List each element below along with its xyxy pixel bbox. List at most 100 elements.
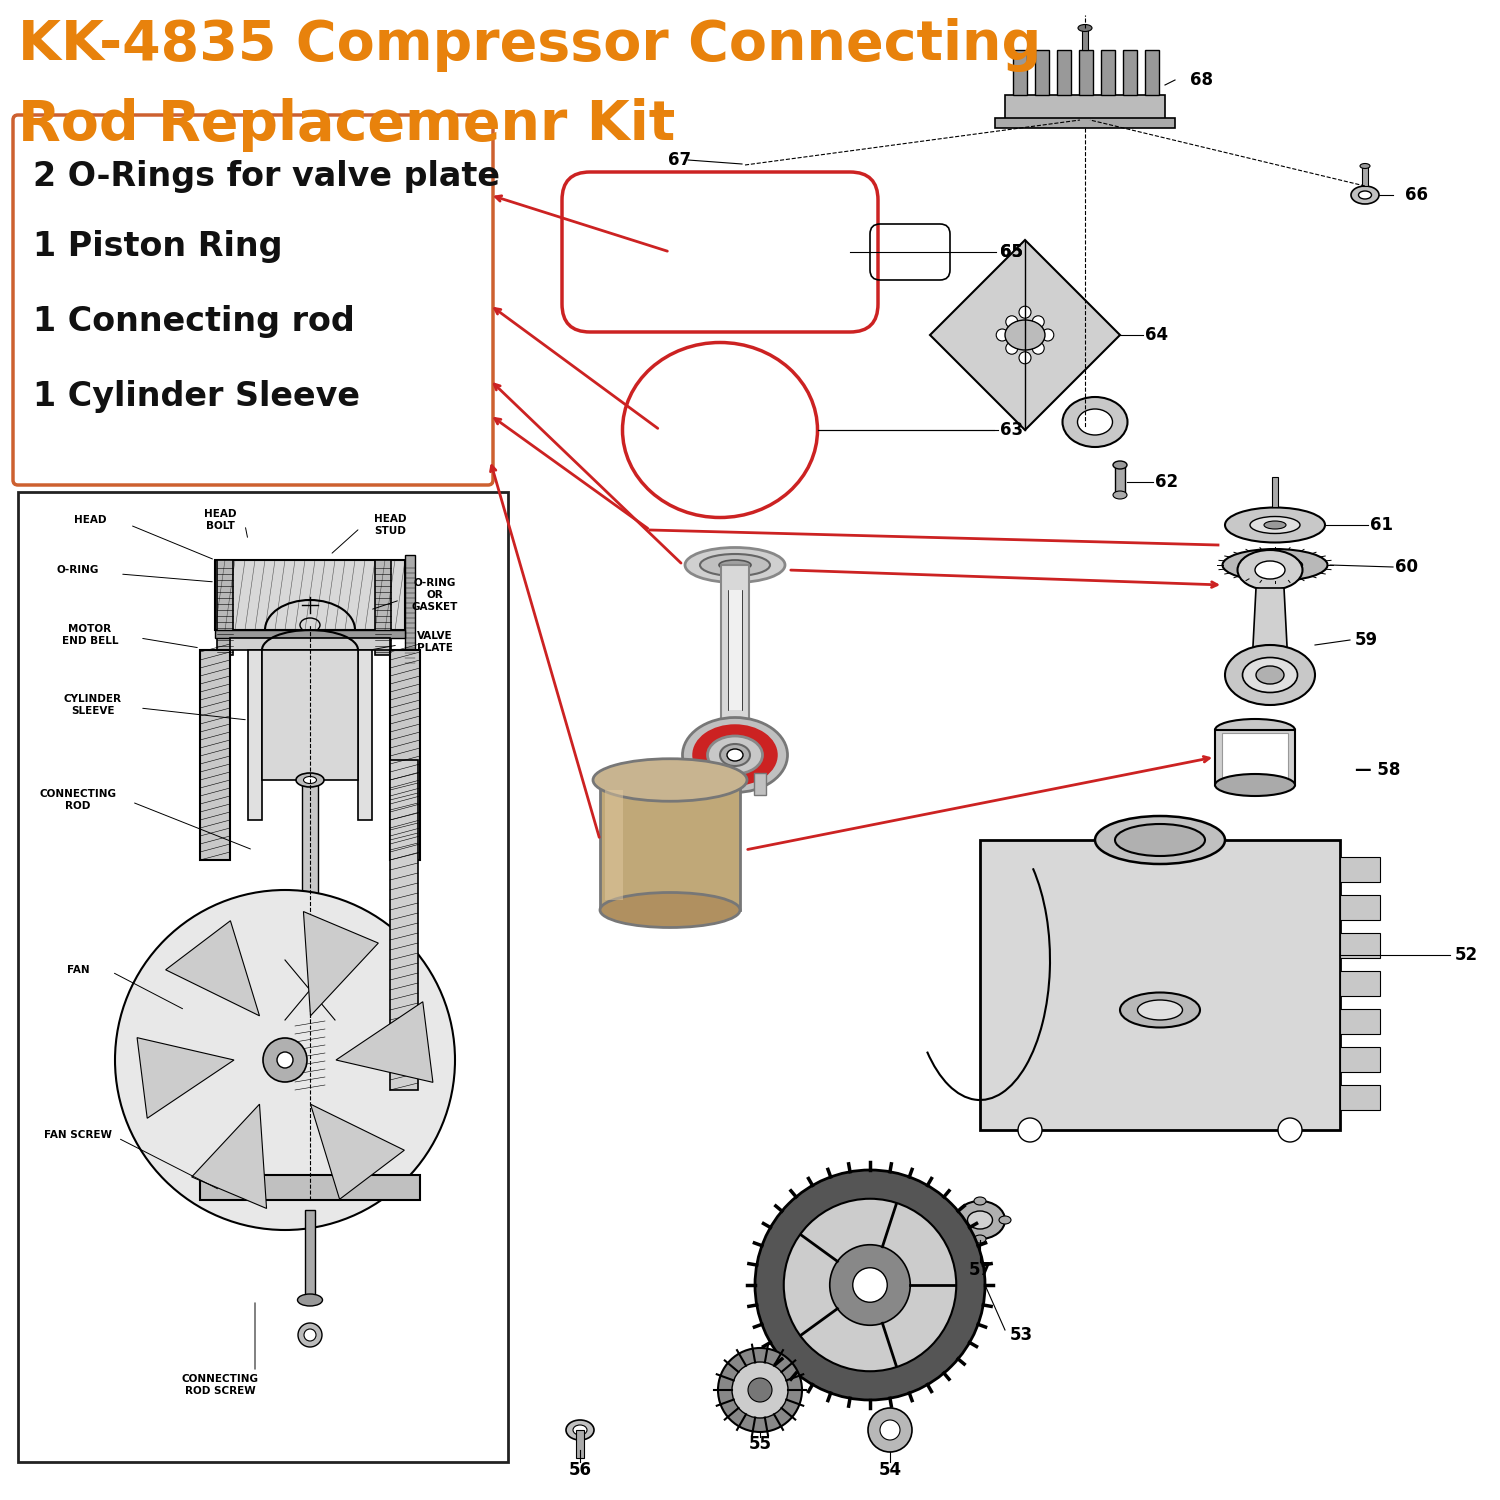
Text: MOTOR
END BELL: MOTOR END BELL	[62, 624, 118, 646]
Bar	[604, 790, 622, 900]
Bar	[728, 590, 742, 710]
Bar	[722, 566, 748, 730]
Text: 68: 68	[1190, 70, 1214, 88]
Polygon shape	[165, 921, 260, 1016]
Text: VALVE
PLATE: VALVE PLATE	[417, 632, 453, 652]
Ellipse shape	[285, 910, 334, 939]
Ellipse shape	[300, 618, 320, 632]
Bar	[1340, 896, 1380, 920]
Text: 55: 55	[748, 1436, 771, 1454]
Ellipse shape	[303, 777, 316, 783]
Text: CONNECTING
ROD: CONNECTING ROD	[39, 789, 117, 812]
Bar	[1340, 1047, 1380, 1072]
Ellipse shape	[700, 554, 770, 576]
Ellipse shape	[1256, 666, 1284, 684]
Ellipse shape	[1215, 774, 1294, 796]
Text: CONNECTING
ROD SCREW: CONNECTING ROD SCREW	[182, 1374, 258, 1396]
Text: HEAD
BOLT: HEAD BOLT	[204, 509, 237, 531]
Bar	[1340, 856, 1380, 882]
Polygon shape	[336, 1002, 433, 1083]
Bar	[1340, 970, 1380, 996]
Bar	[1082, 28, 1088, 50]
Text: FAN: FAN	[66, 964, 90, 975]
Ellipse shape	[956, 1202, 1005, 1239]
Text: HEAD: HEAD	[74, 514, 106, 525]
Bar	[296, 1024, 326, 1090]
Text: 54: 54	[879, 1461, 902, 1479]
Bar	[248, 650, 262, 820]
Circle shape	[1042, 328, 1054, 340]
Ellipse shape	[1095, 816, 1226, 864]
Ellipse shape	[694, 726, 776, 784]
Bar	[217, 560, 232, 656]
Circle shape	[718, 1348, 803, 1432]
Ellipse shape	[1263, 561, 1287, 568]
Text: 1 Piston Ring: 1 Piston Ring	[33, 230, 282, 262]
Text: 56: 56	[568, 1461, 591, 1479]
Ellipse shape	[296, 916, 324, 933]
Ellipse shape	[1226, 507, 1324, 543]
Text: 63: 63	[1000, 422, 1023, 440]
Text: HEAD
STUD: HEAD STUD	[374, 514, 406, 535]
Ellipse shape	[1359, 190, 1371, 200]
Ellipse shape	[1078, 24, 1092, 32]
Bar	[304, 1210, 315, 1300]
Ellipse shape	[1226, 645, 1316, 705]
Text: 65: 65	[1000, 243, 1023, 261]
Text: 52: 52	[1455, 946, 1478, 964]
Bar	[18, 492, 508, 1462]
Bar	[1340, 1010, 1380, 1034]
Ellipse shape	[1238, 550, 1302, 590]
Text: 67: 67	[668, 152, 692, 170]
Circle shape	[1032, 342, 1044, 354]
Circle shape	[298, 1323, 322, 1347]
Bar	[390, 760, 418, 1090]
Bar	[262, 650, 358, 780]
Text: 64: 64	[1144, 326, 1168, 344]
Bar	[576, 1430, 584, 1458]
Bar	[1362, 166, 1368, 186]
Bar	[1272, 477, 1278, 507]
Bar	[390, 650, 420, 860]
Bar	[1058, 50, 1071, 94]
Ellipse shape	[1360, 164, 1370, 168]
Bar	[230, 638, 390, 650]
Ellipse shape	[600, 762, 740, 798]
Text: 2 O-Rings for valve plate: 2 O-Rings for valve plate	[33, 160, 500, 194]
Ellipse shape	[297, 1294, 322, 1306]
Text: 66: 66	[1406, 186, 1428, 204]
Bar	[1340, 933, 1380, 958]
Circle shape	[304, 1329, 316, 1341]
Circle shape	[1007, 316, 1019, 328]
Polygon shape	[930, 240, 1120, 430]
Text: 57: 57	[969, 1262, 992, 1280]
Ellipse shape	[573, 1425, 586, 1436]
Bar	[1340, 1084, 1380, 1110]
Text: 59: 59	[1354, 632, 1378, 650]
Ellipse shape	[718, 560, 752, 570]
Ellipse shape	[1222, 549, 1328, 580]
Circle shape	[1019, 352, 1031, 364]
Bar	[980, 840, 1340, 1130]
Bar	[1035, 50, 1048, 94]
Text: O-RING: O-RING	[57, 566, 99, 574]
Circle shape	[996, 328, 1008, 340]
Bar	[358, 650, 372, 820]
Ellipse shape	[1113, 490, 1126, 500]
Circle shape	[748, 1378, 772, 1402]
Bar	[1078, 50, 1094, 94]
Circle shape	[852, 1268, 888, 1302]
Bar	[200, 1174, 420, 1200]
Bar	[375, 560, 392, 656]
Bar	[600, 780, 740, 910]
Bar	[214, 560, 405, 630]
Circle shape	[116, 890, 454, 1230]
Ellipse shape	[1250, 516, 1300, 534]
Circle shape	[1019, 1118, 1042, 1142]
Text: KK-4835 Compressor Connecting: KK-4835 Compressor Connecting	[18, 18, 1041, 72]
Ellipse shape	[720, 744, 750, 766]
Circle shape	[1032, 316, 1044, 328]
Ellipse shape	[999, 1216, 1011, 1224]
Circle shape	[1007, 342, 1019, 354]
Bar	[754, 772, 766, 795]
